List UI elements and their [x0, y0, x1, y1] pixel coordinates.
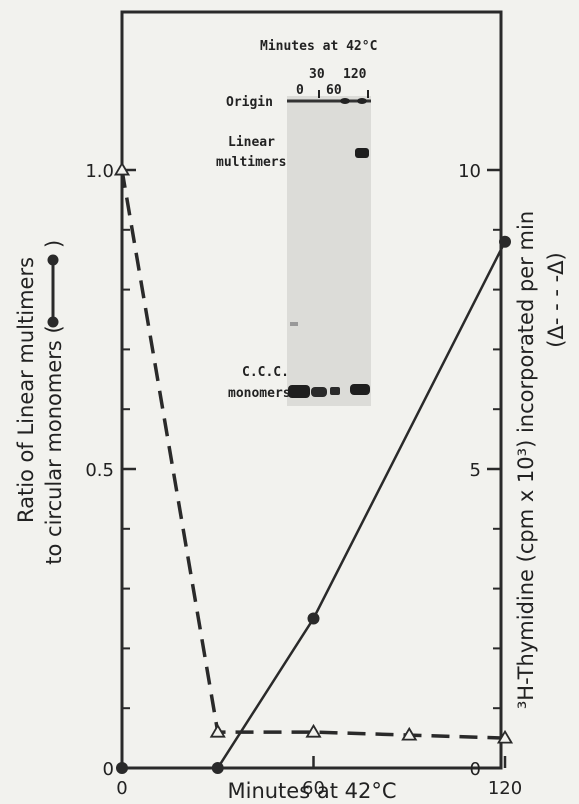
right-tick-label-2: 10: [458, 161, 481, 182]
series-1-line: [120, 169, 506, 740]
gel-label-linear-line1: Linear: [228, 135, 275, 150]
x-tick-label-1: 60: [302, 778, 325, 799]
gel-label-linear-line2: multimers: [216, 155, 286, 170]
gel-label-ccc-line2: monomers: [228, 386, 291, 401]
gel-band-faint: [290, 322, 298, 326]
series-0-line: [122, 241, 507, 770]
right-axis-title-line1: ³H-Thymidine (cpm x 10³) incorporated pe…: [514, 211, 538, 709]
series-1-point-3: [401, 726, 418, 741]
series-1-point-2: [305, 723, 322, 738]
gel-title: Minutes at 42°C: [260, 39, 377, 54]
gel-band-ccc-120: [350, 384, 370, 395]
gel-background: [287, 96, 371, 406]
series-1-point-1: [209, 723, 226, 738]
gel-band-ccc-0: [288, 385, 310, 398]
left-tick-label-1: 0.5: [85, 460, 114, 481]
gel-band-linear-120: [355, 148, 369, 158]
gel-lane-label-120: 120: [343, 67, 367, 82]
right-axis-title: ³H-Thymidine (cpm x 10³) incorporated pe…: [514, 211, 568, 709]
right-axis-ticks: 0 5 10: [458, 161, 501, 780]
left-axis-title: Ratio of Linear multimers to circular mo…: [14, 240, 66, 565]
left-tick-label-2: 1.0: [85, 161, 114, 182]
series-layer: [113, 161, 514, 774]
left-axis-title-line2: to circular monomers (: [42, 325, 66, 564]
left-tick-label-0: 0: [103, 759, 114, 780]
series-0-point-0: [116, 762, 128, 774]
gel-lane-label-0: 0: [296, 83, 304, 98]
right-axis-title-line2: (Δ- - - -Δ): [544, 252, 568, 347]
series-0-point-1: [211, 762, 224, 774]
left-legend-marker-1: [47, 316, 59, 328]
series-1-point-4: [496, 729, 514, 744]
gel-band-ccc-30: [311, 387, 327, 397]
gel-lane-label-60: 60: [326, 83, 342, 98]
left-axis-ticks: 0 0.5 1.0: [85, 161, 136, 780]
left-legend-marker-2: [47, 254, 59, 266]
plot-frame: [120, 10, 503, 770]
inset-gel: Minutes at 42°C 0 30 60 120 Origin Linea…: [216, 39, 377, 406]
left-legend-close-paren: ): [42, 240, 66, 248]
series-0-point-2: [307, 612, 320, 625]
series-1-point-0: [113, 161, 131, 176]
gel-origin-spot-120: [357, 98, 367, 104]
right-tick-label-1: 5: [470, 460, 481, 481]
x-axis-ticks: 0 60 120: [116, 756, 522, 799]
x-axis-title: Minutes at 42°C: [227, 779, 396, 803]
gel-band-ccc-60: [330, 387, 340, 395]
gel-label-origin: Origin: [226, 95, 273, 110]
x-tick-label-0: 0: [116, 778, 127, 799]
x-tick-label-2: 120: [488, 778, 522, 799]
series-0-point-3: [499, 235, 511, 248]
gel-origin-spot-60: [340, 98, 350, 104]
gel-lane-label-30: 30: [309, 67, 325, 82]
left-axis-title-line1: Ratio of Linear multimers: [14, 257, 38, 523]
gel-label-ccc-line1: C.C.C.: [242, 365, 289, 380]
right-tick-label-0: 0: [470, 759, 481, 780]
